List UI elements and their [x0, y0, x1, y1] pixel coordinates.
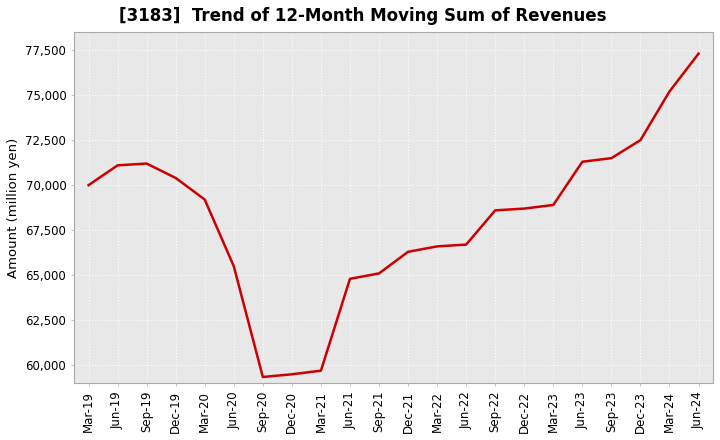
Text: [3183]  Trend of 12-Month Moving Sum of Revenues: [3183] Trend of 12-Month Moving Sum of R… [119, 7, 606, 25]
Y-axis label: Amount (million yen): Amount (million yen) [7, 138, 20, 278]
